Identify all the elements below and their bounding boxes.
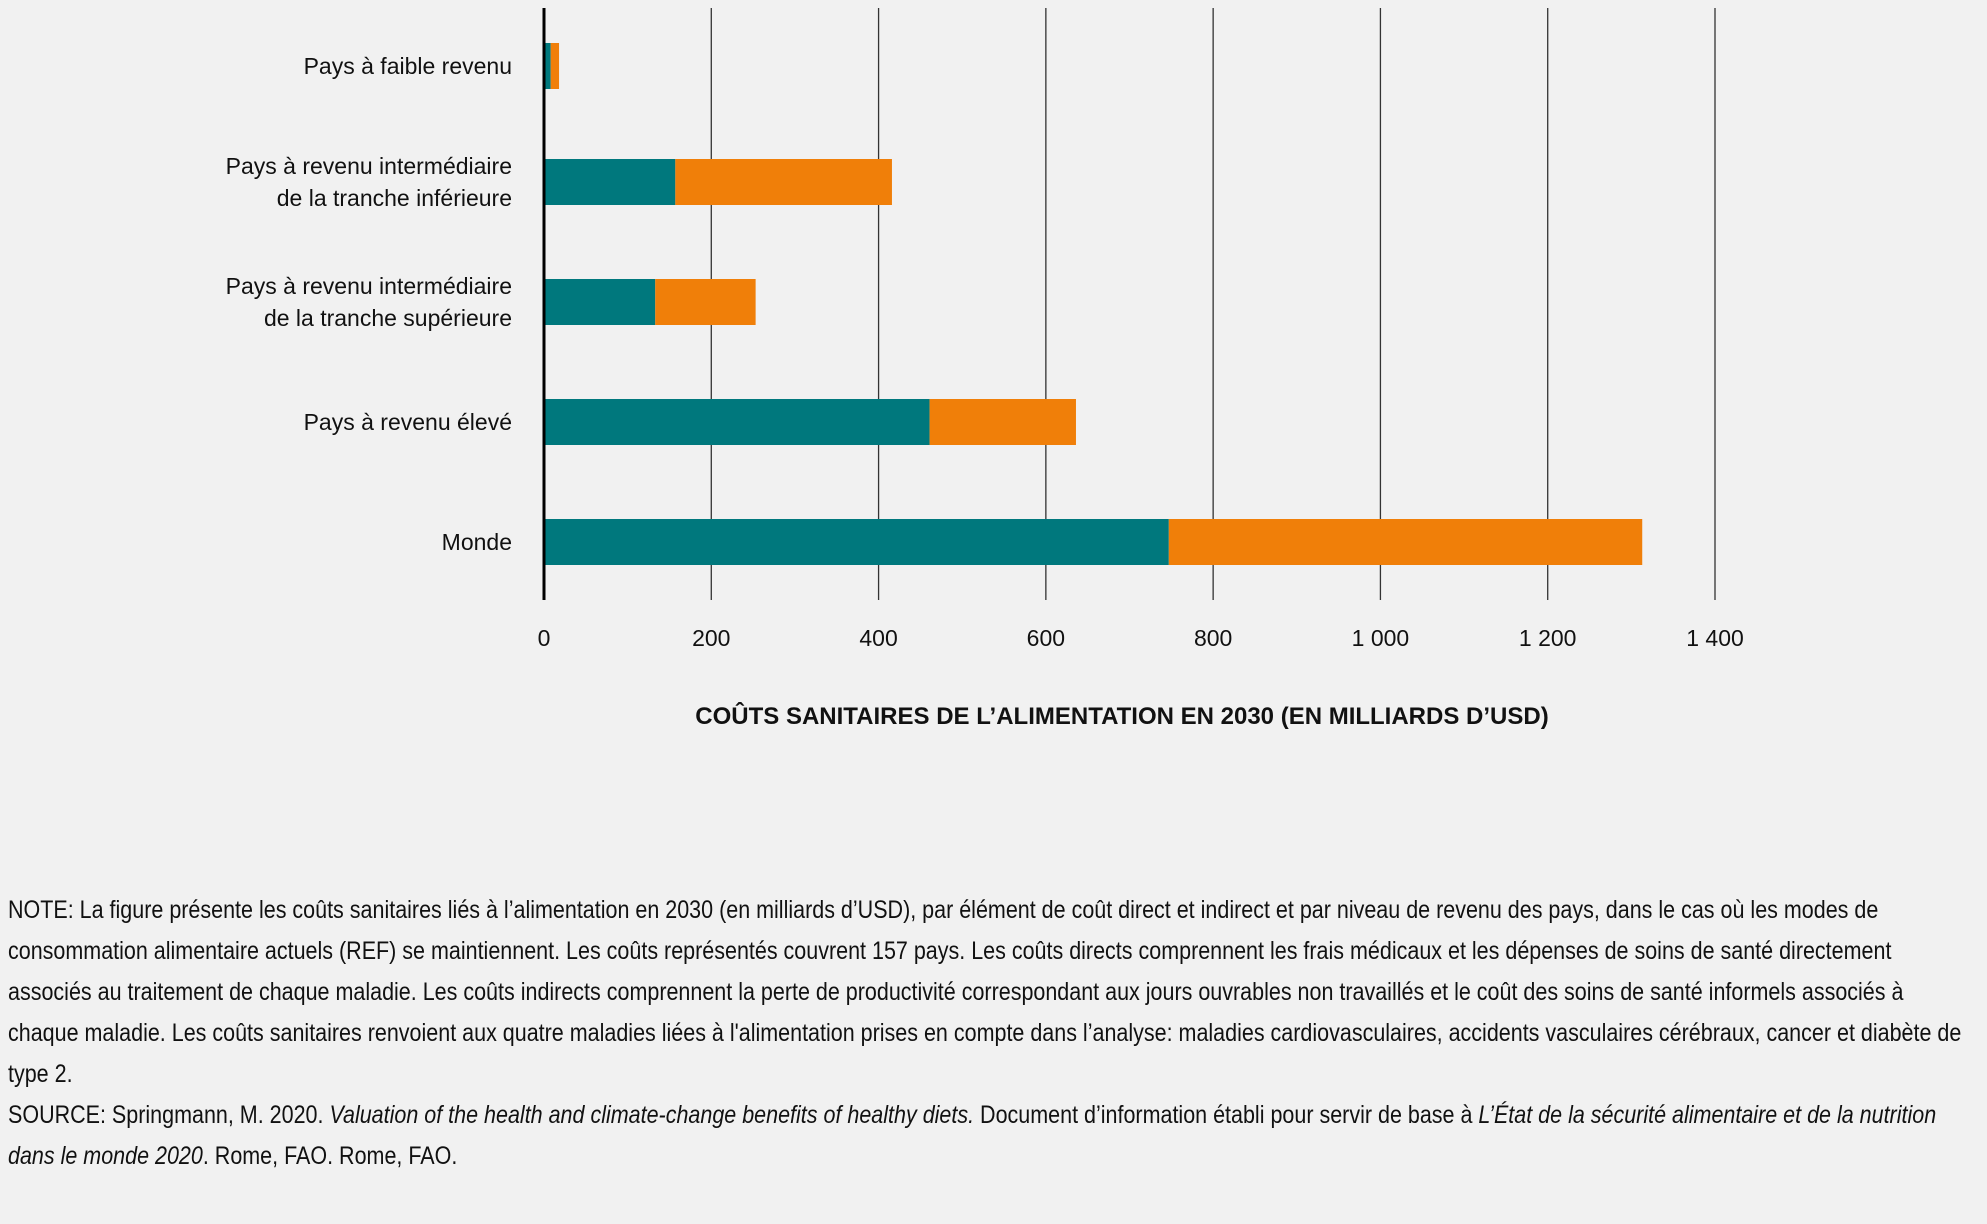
bar-direct (544, 399, 930, 445)
category-label-line: Pays à revenu élevé (304, 409, 512, 435)
source-prefix: SOURCE: Springmann, M. 2020. (8, 1101, 330, 1129)
x-tick-label: 400 (859, 625, 897, 651)
category-label-line: Pays à revenu intermédiaire (226, 273, 512, 299)
x-tick-label: 800 (1194, 625, 1232, 651)
source-report: L’État de la sécurité alimentaire et de … (8, 1101, 1937, 1170)
bars (544, 43, 1643, 565)
category-label: Pays à revenu élevé (304, 409, 512, 435)
x-tick-labels: 0 200 400 600 800 1 000 1 200 1 400 (538, 625, 1744, 651)
category-label-line: Pays à faible revenu (304, 53, 512, 79)
category-labels: Pays à faible revenu Pays à revenu interm… (226, 53, 512, 555)
bar-indirect (929, 399, 1076, 445)
category-label: Pays à revenu intermédiaire de la tranche… (226, 273, 512, 331)
x-tick-label: 1 200 (1519, 625, 1577, 651)
bar-indirect (655, 279, 756, 325)
note-text: NOTE: La figure présente les coûts sanit… (8, 896, 1962, 1088)
category-label: Monde (442, 529, 512, 555)
x-tick-label: 600 (1027, 625, 1065, 651)
source-suffix: . Rome, FAO. Rome, FAO. (202, 1142, 458, 1170)
source-text: SOURCE: Springmann, M. 2020. Valuation o… (8, 1095, 1977, 1177)
gridlines (710, 8, 1716, 600)
bar-indirect (1168, 519, 1643, 565)
bar-direct (544, 43, 551, 89)
bar-indirect (675, 159, 892, 205)
category-label-line: de la tranche supérieure (264, 305, 512, 331)
x-tick-label: 0 (538, 625, 551, 651)
source-title: Valuation of the health and climate-chan… (329, 1101, 975, 1129)
category-label-line: Monde (442, 529, 512, 555)
category-label: Pays à faible revenu (304, 53, 512, 79)
bar-indirect (550, 43, 560, 89)
bar-direct (544, 519, 1169, 565)
source-middle: Document d’information établi pour servi… (974, 1101, 1479, 1129)
note-block: NOTE: La figure présente les coûts sanit… (8, 890, 1977, 1177)
x-axis-title: COÛTS SANITAIRES DE L’ALIMENTATION EN 20… (695, 702, 1548, 730)
category-label-line: de la tranche inférieure (277, 185, 512, 211)
bar-direct (544, 279, 656, 325)
category-label-line: Pays à revenu intermédiaire (226, 153, 512, 179)
x-tick-label: 1 000 (1352, 625, 1410, 651)
bar-direct (544, 159, 676, 205)
x-tick-label: 200 (692, 625, 730, 651)
x-tick-label: 1 400 (1686, 625, 1744, 651)
category-label: Pays à revenu intermédiaire de la tranche… (226, 153, 512, 211)
stacked-bar-chart: Pays à faible revenu Pays à revenu interm… (226, 8, 1744, 730)
